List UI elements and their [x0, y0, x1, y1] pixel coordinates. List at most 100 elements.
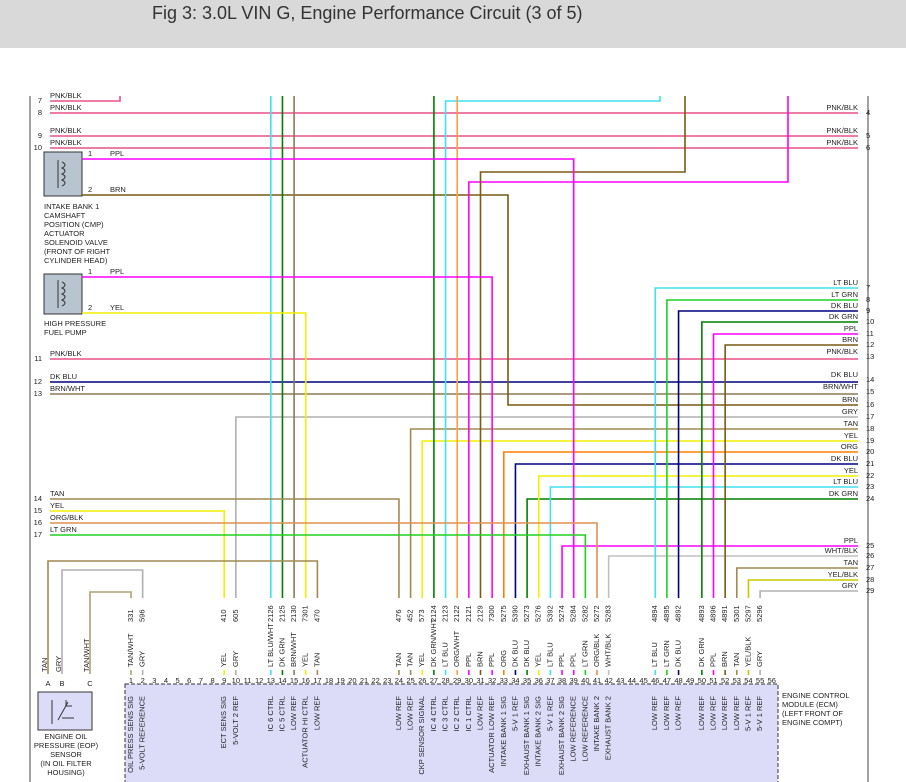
pin-number: 2: [141, 676, 145, 685]
wire-color: PNK/BLK: [50, 91, 82, 100]
pin-number: 22: [371, 676, 379, 685]
wire-color: TAN: [406, 653, 415, 667]
pin-number: 1: [129, 676, 133, 685]
pin-number: 38: [558, 676, 566, 685]
wire: [468, 96, 789, 598]
wire: [50, 498, 400, 598]
pin-number: 23: [383, 676, 391, 685]
wire: [235, 416, 858, 598]
wire-number: 13: [34, 389, 42, 398]
circuit-number: 5283: [604, 605, 613, 622]
circuit-number: 470: [312, 609, 321, 622]
wire: [82, 276, 493, 598]
pin-label: ACTUATOR LOW REF: [487, 696, 496, 773]
wire-color: PNK/BLK: [826, 126, 858, 135]
pin-number: 24: [395, 676, 403, 685]
wire-color: DK BLU: [674, 640, 683, 667]
pin-label: ECT SENS SIG: [219, 696, 228, 749]
wire-number: 7: [866, 283, 870, 292]
pin-number: 56: [768, 676, 776, 685]
wire-color: PNK/BLK: [50, 126, 82, 135]
ecm-label: MODULE (ECM): [782, 700, 838, 709]
pin-number: 19: [337, 676, 345, 685]
wire-number: 16: [866, 400, 874, 409]
circuit-number: 2121: [464, 605, 473, 622]
wire-color: PPL: [708, 653, 717, 667]
pin-label: 5-VOLT REFERENCE: [138, 696, 147, 770]
wire-number: 14: [866, 375, 874, 384]
wire-color: YEL/BLK: [743, 637, 752, 667]
ecm-box: [124, 683, 779, 782]
pin-label: LOW REF: [289, 696, 298, 731]
wire-color: TAN: [40, 658, 49, 672]
wire-color: LT BLU: [545, 642, 554, 667]
pin-number: 50: [698, 676, 706, 685]
component-label: PRESSURE (EOP): [34, 741, 99, 750]
pin-number: 3: [152, 676, 156, 685]
wire: [82, 158, 575, 598]
pin-letter: B: [59, 679, 64, 688]
circuit-number: 2130: [289, 605, 298, 622]
wire: [537, 475, 858, 598]
wire-color: PPL: [844, 536, 858, 545]
pin-number: 4: [164, 676, 168, 685]
wire: [479, 96, 686, 598]
wire-color: LT GRN: [50, 525, 77, 534]
wire-number: 28: [866, 575, 874, 584]
wire-number: 9: [866, 306, 870, 315]
pin-number: 37: [546, 676, 554, 685]
wire-color: YEL: [219, 653, 228, 667]
wire-number: 20: [866, 447, 874, 456]
wire-color: PNK/BLK: [50, 138, 82, 147]
circuit-number: 2126: [266, 605, 275, 622]
wire-number: 8: [38, 108, 42, 117]
wire-number: 13: [866, 352, 874, 361]
wire-color: LT BLU: [833, 477, 858, 486]
wire-color: GRY: [755, 651, 764, 667]
pin-number: 27: [430, 676, 438, 685]
pin-number: 53: [733, 676, 741, 685]
wire-color: TAN: [50, 489, 64, 498]
wire: [712, 333, 858, 598]
pin-number: 44: [628, 676, 636, 685]
header: Fig 3: 3.0L VIN G, Engine Performance Ci…: [0, 0, 906, 48]
wire-color: DK GRN: [277, 638, 286, 667]
pin-label: EXHAUST BANK 2 SIG: [557, 696, 566, 775]
circuit-number: 5284: [569, 605, 578, 622]
circuit-number: 331: [126, 609, 135, 622]
component-label: FUEL PUMP: [44, 328, 87, 337]
wire-number: 17: [34, 530, 42, 539]
circuit-number: 5390: [510, 605, 519, 622]
pin-label: LOW REF: [662, 696, 671, 731]
wire-number: 12: [866, 340, 874, 349]
wire-color: TAN: [732, 653, 741, 667]
wire-color: PNK/BLK: [826, 347, 858, 356]
pin-number: 46: [651, 676, 659, 685]
wire: [747, 579, 858, 598]
wire-color: PPL: [844, 324, 858, 333]
wire-color: BRN/WHT: [823, 382, 858, 391]
wire-color: TAN/WHT: [126, 633, 135, 667]
wire-color: YEL: [844, 466, 858, 475]
wire-color: GRY: [842, 581, 858, 590]
circuit-number: 5296: [755, 605, 764, 622]
wire-color: DK BLU: [831, 370, 858, 379]
pin-label: INTAKE BANK 2: [592, 696, 601, 751]
pin-label: 5-VOLT 2 REF: [231, 696, 240, 745]
pin-number: 12: [255, 676, 263, 685]
wire-color: YEL: [844, 431, 858, 440]
component-label: (FRONT OF RIGHT: [44, 247, 111, 256]
pin-number: 51: [709, 676, 717, 685]
sensor-symbol: [51, 700, 74, 724]
pin-label: CKP SENSOR SIGNAL: [417, 696, 426, 775]
wire: [724, 344, 858, 598]
wire: [526, 498, 858, 598]
pin-label: IC 1 CTRL: [464, 696, 473, 731]
pin-number: 35: [523, 676, 531, 685]
wire-color: DK BLU: [831, 454, 858, 463]
pin-number: 26: [418, 676, 426, 685]
title: Fig 3: 3.0L VIN G, Engine Performance Ci…: [152, 3, 583, 23]
wire-color: DK GRN: [829, 489, 858, 498]
pin-label: LOW REF: [650, 696, 659, 731]
wire: [50, 510, 225, 598]
